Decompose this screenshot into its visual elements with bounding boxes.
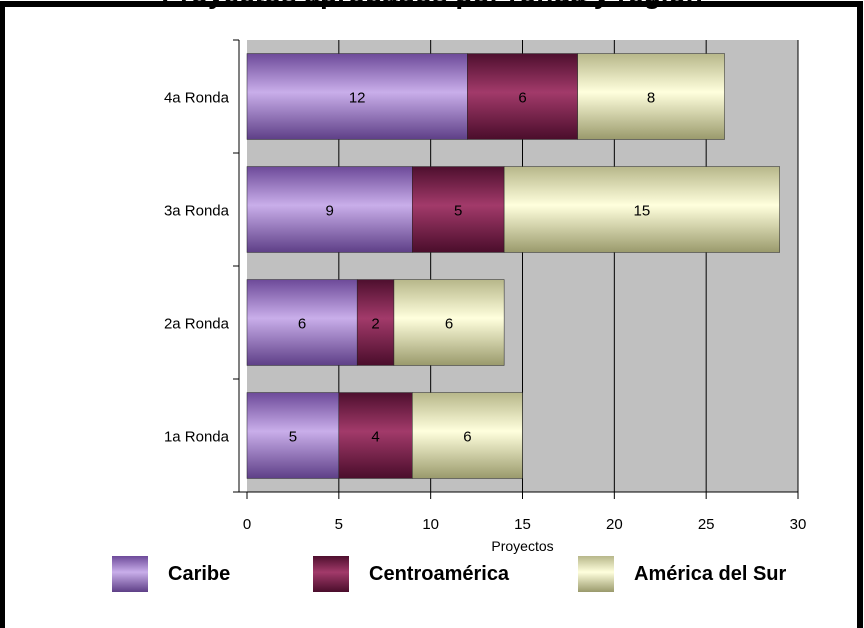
bar-4a-ronda-centroamerica xyxy=(467,53,578,140)
data-label-3a-ronda-caribe: 9 xyxy=(325,203,333,220)
data-label-1a-ronda-america-del-sur: 6 xyxy=(463,429,471,446)
data-label-4a-ronda-america-del-sur: 8 xyxy=(647,90,655,107)
legend-swatch-america-del-sur xyxy=(578,556,614,592)
y-tick-label-3a-ronda: 3a Ronda xyxy=(164,203,230,220)
x-tick-label-5: 5 xyxy=(335,516,343,533)
y-tick-label-2a-ronda: 2a Ronda xyxy=(164,316,230,333)
data-label-1a-ronda-caribe: 5 xyxy=(289,429,297,446)
legend-item-caribe: Caribe xyxy=(112,555,230,593)
data-label-2a-ronda-america-del-sur: 6 xyxy=(445,316,453,333)
y-tick-label-1a-ronda: 1a Ronda xyxy=(164,429,230,446)
legend-item-america-del-sur: América del Sur xyxy=(578,555,786,593)
data-label-2a-ronda-centroamerica: 2 xyxy=(371,316,379,333)
bar-1a-ronda-centroamerica xyxy=(338,392,413,479)
legend-swatch-caribe xyxy=(112,556,148,592)
data-label-4a-ronda-centroamerica: 6 xyxy=(518,90,526,107)
x-tick-label-30: 30 xyxy=(790,516,807,533)
bar-4a-ronda-america-del-sur xyxy=(577,53,725,140)
bar-2a-ronda-centroamerica xyxy=(356,279,395,366)
bar-2a-ronda-caribe xyxy=(246,279,358,366)
legend-label-centroamerica: Centroamérica xyxy=(369,562,510,585)
data-label-2a-ronda-caribe: 6 xyxy=(298,316,306,333)
bars-layer: 5 4 6 6 2 6 9 5 15 12 6 8 xyxy=(246,53,780,479)
x-tick-label-10: 10 xyxy=(422,516,439,533)
x-axis-title: Proyectos xyxy=(491,538,553,554)
y-tick-label-4a-ronda: 4a Ronda xyxy=(164,90,230,107)
bar-1a-ronda-america-del-sur xyxy=(412,392,523,479)
data-label-3a-ronda-centroamerica: 5 xyxy=(454,203,462,220)
bar-2a-ronda-america-del-sur xyxy=(393,279,505,366)
legend-swatch-centroamerica xyxy=(313,556,349,592)
x-tick-label-15: 15 xyxy=(514,516,531,533)
data-label-4a-ronda-caribe: 12 xyxy=(349,90,366,107)
legend-label-america-del-sur: América del Sur xyxy=(634,562,787,585)
bar-3a-ronda-america-del-sur xyxy=(503,166,780,253)
data-label-3a-ronda-america-del-sur: 15 xyxy=(634,203,651,220)
x-tick-label-0: 0 xyxy=(243,516,251,533)
bar-3a-ronda-centroamerica xyxy=(412,166,505,253)
bar-4a-ronda-caribe xyxy=(246,53,468,140)
x-tick-label-25: 25 xyxy=(698,516,715,533)
x-tick-label-20: 20 xyxy=(606,516,623,533)
legend-label-caribe: Caribe xyxy=(168,562,231,585)
legend-item-centroamerica: Centroamérica xyxy=(313,555,509,593)
bar-3a-ronda-caribe xyxy=(246,166,413,253)
data-label-1a-ronda-centroamerica: 4 xyxy=(371,429,379,446)
